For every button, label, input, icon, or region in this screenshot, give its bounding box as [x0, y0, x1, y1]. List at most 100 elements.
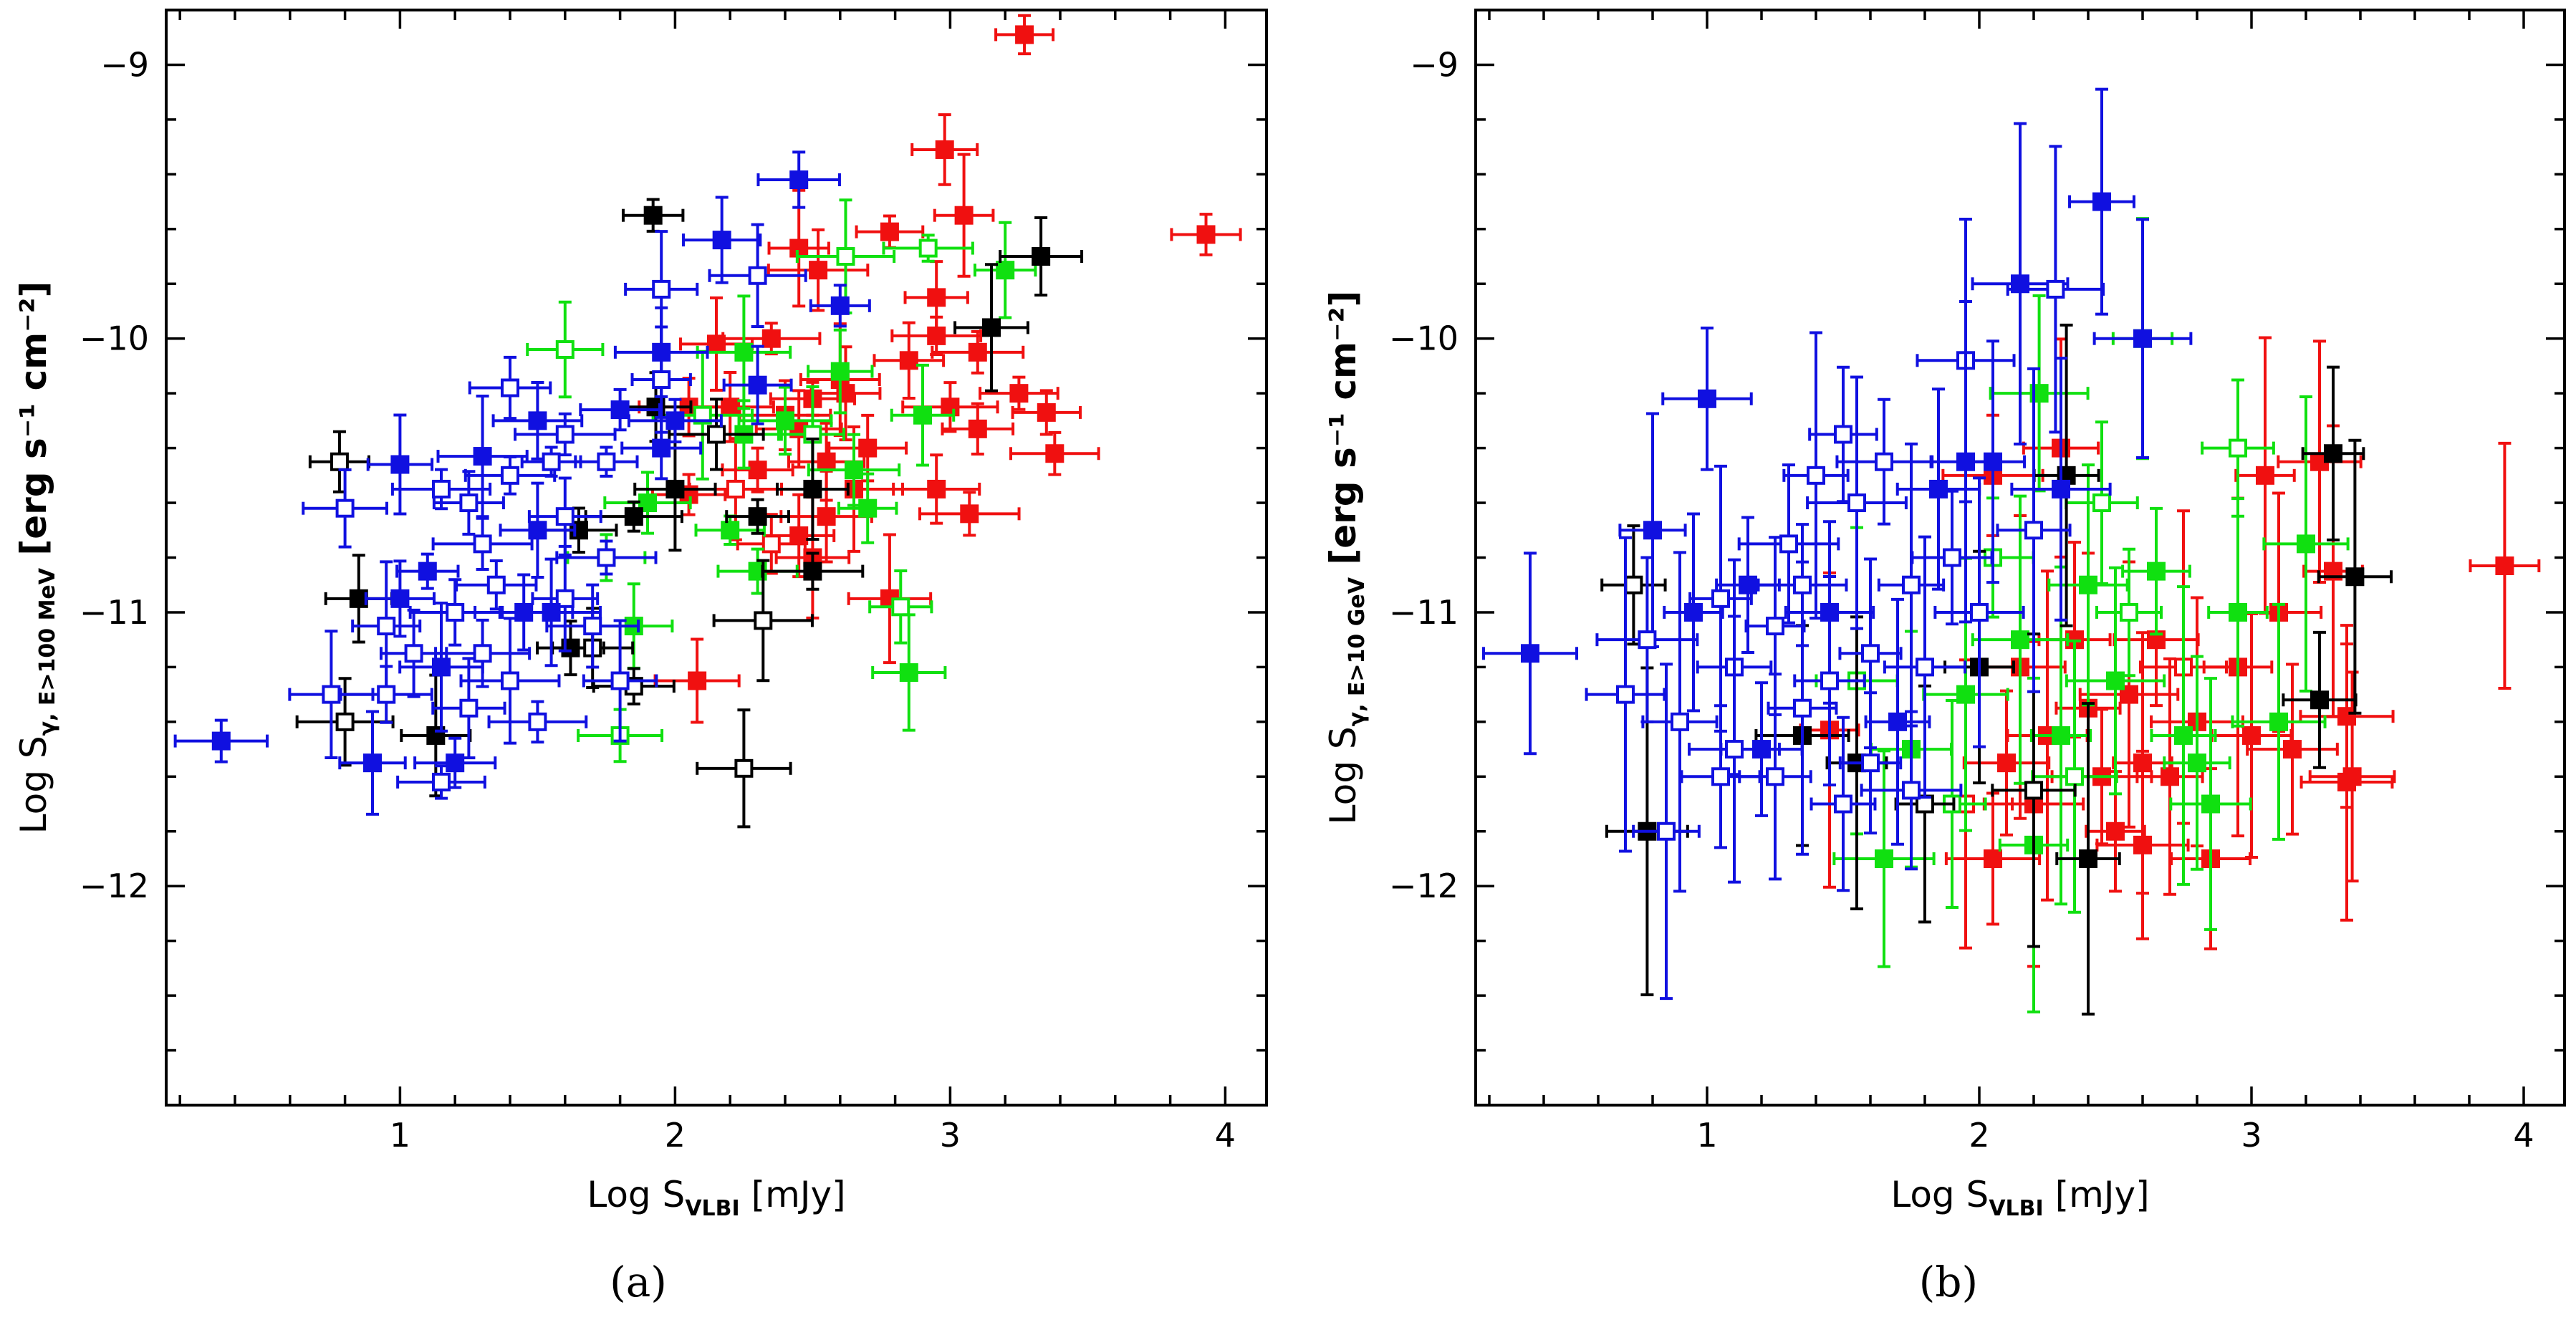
marker-filled-square: [2147, 562, 2166, 581]
y-tick-label: −12: [80, 867, 149, 905]
data-point: [1832, 749, 1936, 968]
marker-open-square: [1793, 698, 1812, 718]
data-point: [756, 150, 841, 209]
data-point: [931, 329, 1025, 375]
marker-filled-square: [789, 170, 809, 189]
marker-filled-square: [1888, 712, 1907, 731]
marker-filled-square: [927, 479, 946, 498]
series-green: [526, 198, 1037, 763]
data-point: [892, 453, 981, 525]
panel-label: (a): [610, 1258, 667, 1306]
data-point: [308, 430, 370, 493]
marker-filled-square: [473, 447, 492, 466]
data-point: [302, 468, 388, 549]
marker-filled-square: [665, 479, 685, 498]
marker-filled-square: [2297, 534, 2315, 554]
marker-open-square: [335, 498, 355, 518]
marker-open-square: [473, 644, 492, 663]
marker-open-square: [330, 452, 349, 471]
data-point: [1810, 715, 1877, 892]
marker-open-square: [377, 617, 396, 636]
data-point: [910, 113, 979, 186]
data-point: [2031, 639, 2118, 914]
marker-filled-square: [1015, 25, 1034, 44]
data-point: [499, 481, 577, 579]
y-axis-label: Log Sγ, E>100 MeV [erg s⁻¹ cm⁻²]: [13, 281, 60, 834]
marker-open-square: [486, 575, 506, 594]
marker-open-square: [404, 644, 423, 663]
marker-filled-square: [712, 231, 731, 250]
data-point: [1838, 691, 1903, 835]
marker-filled-square: [913, 405, 932, 425]
data-point: [395, 552, 460, 590]
x-tick-label: 4: [2513, 1116, 2534, 1155]
data-point: [1962, 689, 2051, 837]
marker-open-square: [555, 507, 575, 526]
marker-filled-square: [2242, 726, 2261, 745]
data-point: [1009, 430, 1100, 476]
marker-open-square: [555, 589, 575, 608]
x-tick-label: 1: [1696, 1116, 1717, 1155]
data-point: [555, 539, 658, 576]
data-point: [2055, 702, 2121, 1016]
data-point: [918, 491, 1021, 537]
data-point: [708, 223, 807, 328]
marker-open-square: [432, 772, 451, 791]
data-point: [712, 559, 814, 683]
data-point: [520, 445, 582, 478]
data-point: [431, 657, 506, 760]
data-point: [1688, 464, 1753, 733]
data-point: [1959, 339, 2027, 584]
data-point: [2469, 441, 2541, 690]
marker-filled-square: [2106, 821, 2125, 841]
marker-filled-square: [982, 318, 1001, 337]
data-point: [1600, 524, 1667, 646]
marker-filled-square: [2092, 192, 2111, 211]
marker-filled-square: [2324, 444, 2342, 463]
data-point: [1688, 615, 1781, 884]
marker-filled-square: [418, 562, 437, 581]
marker-open-square: [1807, 466, 1825, 485]
marker-filled-square: [968, 419, 987, 438]
marker-filled-square: [858, 438, 878, 458]
data-point: [1481, 551, 1579, 756]
data-point: [682, 196, 762, 284]
data-point: [396, 764, 486, 800]
marker-filled-square: [643, 206, 663, 225]
data-point: [766, 228, 870, 312]
data-point: [1877, 442, 1946, 728]
data-point: [1737, 463, 1840, 625]
data-point: [545, 583, 640, 669]
marker-open-square: [1779, 534, 1798, 554]
marker-filled-square: [761, 329, 781, 348]
x-axis-label-unit: [mJy]: [740, 1174, 846, 1215]
y-axis-label-main: Log S: [13, 736, 54, 834]
marker-filled-square: [2337, 772, 2356, 791]
marker-filled-square: [2052, 726, 2070, 745]
y-tick-label: −10: [80, 319, 149, 358]
x-axis-label-sub: VLBI: [1989, 1196, 2043, 1221]
marker-filled-square: [2029, 384, 2049, 403]
data-point: [455, 559, 538, 611]
x-tick-label: 4: [1215, 1116, 1236, 1155]
data-point: [653, 637, 741, 724]
data-point: [531, 544, 600, 652]
marker-filled-square: [1698, 389, 1716, 408]
data-point: [2065, 566, 2166, 796]
marker-open-square: [2046, 279, 2065, 299]
data-point: [2032, 323, 2100, 627]
data-point: [1793, 575, 1866, 787]
data-point: [994, 14, 1055, 56]
data-point: [1641, 551, 1719, 893]
data-point: [620, 415, 703, 481]
marker-filled-square: [899, 663, 918, 683]
marker-filled-square: [542, 602, 561, 622]
marker-open-square: [1820, 671, 1839, 690]
data-point: [807, 328, 874, 415]
y-tick-label: −11: [80, 593, 149, 632]
y-tick-label: −9: [100, 45, 149, 84]
y-axis-label-main: Log S: [1322, 726, 1364, 824]
y-tick-label: −12: [1389, 867, 1458, 905]
marker-filled-square: [1045, 444, 1064, 463]
